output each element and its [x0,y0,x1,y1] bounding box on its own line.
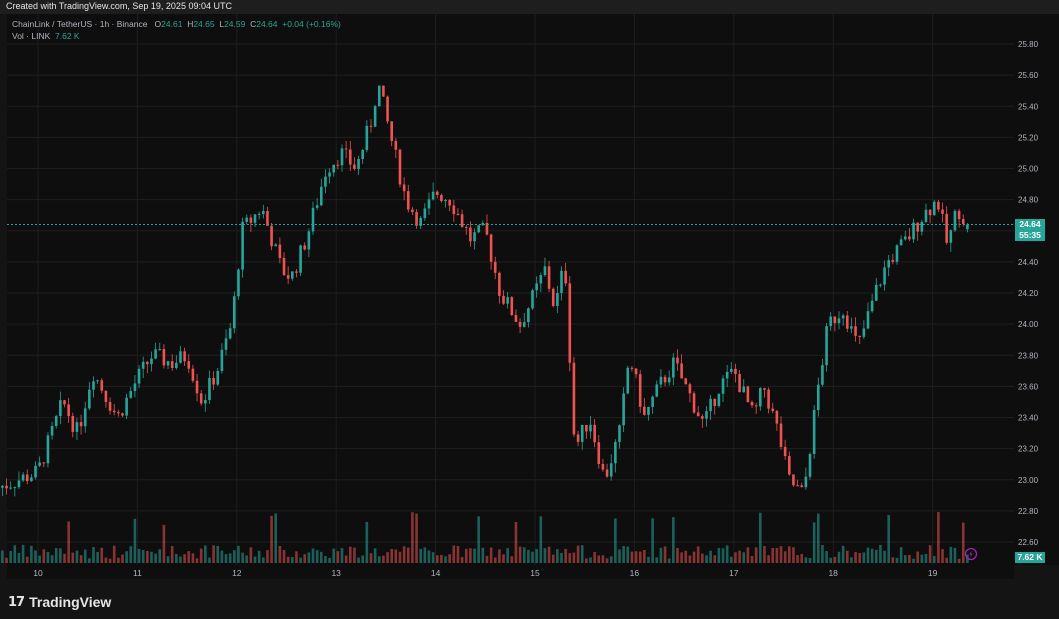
last-price-value: 24.64 [1019,218,1041,229]
legend-h-value: 24.65 [193,19,215,29]
volume-bar [1,550,4,563]
legend-o-label: O [154,19,162,29]
volume-tag: 7.62 K [1015,552,1045,563]
legend-c-label: C [250,19,257,29]
alert-icon[interactable] [964,547,978,561]
legend-symbol: ChainLink / TetherUS · 1h · Binance [12,19,148,29]
top-bar: Created with TradingView.com, Sep 19, 20… [0,0,1059,14]
last-price-tag: 24.64 55:35 [1015,218,1045,241]
legend-volume: Vol · LINK 7.62 K [12,31,80,41]
tradingview-logo[interactable]: 17 TradingView [8,594,111,610]
tradingview-logo-icon: 17 [8,594,25,610]
legend-l-value: 24.59 [224,19,246,29]
legend-o-value: 24.61 [161,19,183,29]
tradingview-logo-text: TradingView [29,594,112,610]
legend-l-label: L [219,19,225,29]
legend-h-label: H [187,19,194,29]
legend-change: +0.04 (+0.16%) [282,19,341,29]
legend-ohlc: ChainLink / TetherUS · 1h · Binance O24.… [12,19,341,29]
created-with-text: Created with TradingView.com, Sep 19, 20… [6,1,232,11]
legend-vol-label: Vol · LINK [12,31,51,41]
price-axis[interactable] [1014,14,1059,565]
candle-body [1,485,4,488]
legend-c-value: 24.64 [256,19,278,29]
chart-area[interactable] [7,14,1014,565]
bar-countdown: 55:35 [1019,229,1041,240]
footer [0,579,1059,619]
legend-vol-value: 7.62 K [55,31,80,41]
time-axis[interactable] [7,565,1014,579]
